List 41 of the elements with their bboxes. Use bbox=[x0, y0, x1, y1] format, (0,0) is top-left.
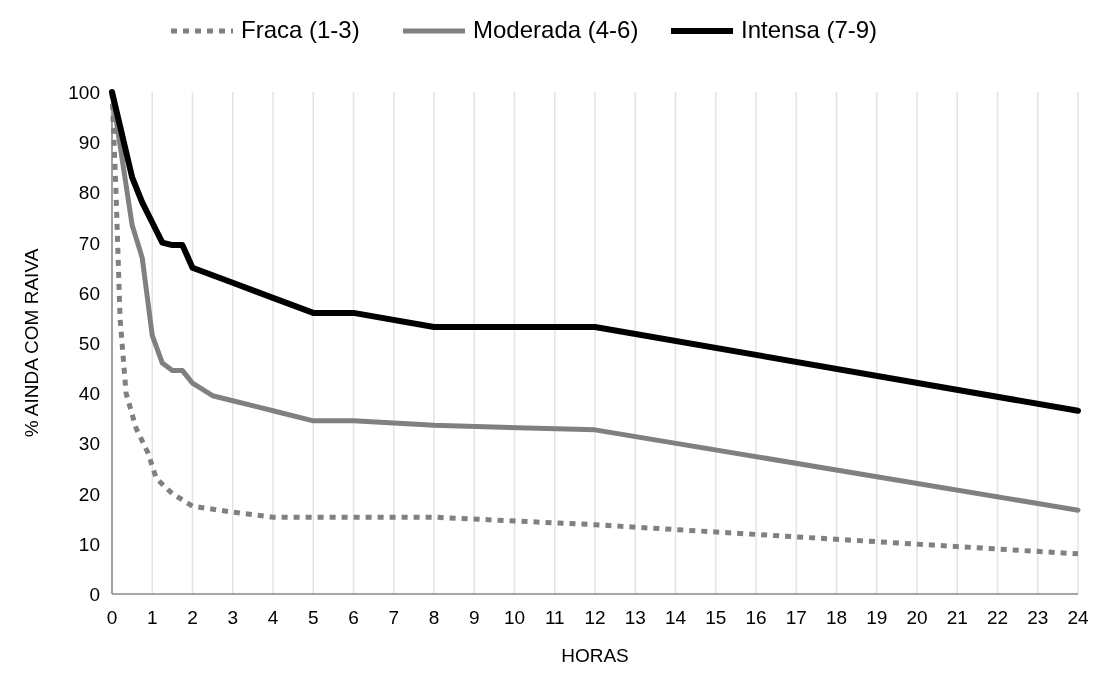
x-tick-label: 7 bbox=[388, 607, 400, 628]
y-tick-label: 80 bbox=[78, 182, 100, 204]
y-tick-label: 10 bbox=[78, 533, 100, 555]
x-tick-label: 8 bbox=[428, 607, 440, 628]
x-tick-label: 14 bbox=[664, 607, 687, 628]
x-tick-label: 0 bbox=[106, 607, 118, 628]
x-tick-label: 21 bbox=[946, 607, 968, 628]
x-tick-label: 23 bbox=[1027, 607, 1049, 628]
x-tick-label: 18 bbox=[825, 607, 848, 628]
x-tick-label: 1 bbox=[146, 607, 158, 628]
x-tick-label: 12 bbox=[584, 607, 606, 628]
x-tick-label: 11 bbox=[544, 607, 565, 628]
x-tick-label: 10 bbox=[503, 607, 526, 628]
x-tick-label: 13 bbox=[624, 607, 646, 628]
y-tick-label: 70 bbox=[78, 232, 100, 254]
y-tick-label: 60 bbox=[78, 282, 100, 304]
x-tick-label: 20 bbox=[906, 607, 928, 628]
x-tick-label: 3 bbox=[227, 607, 239, 628]
x-axis-title: HORAS bbox=[561, 645, 629, 666]
y-tick-label: 30 bbox=[78, 433, 100, 455]
legend-label: Moderada (4-6) bbox=[473, 16, 639, 43]
y-tick-label: 100 bbox=[68, 82, 100, 103]
x-tick-label: 4 bbox=[267, 607, 279, 628]
x-tick-label: 24 bbox=[1067, 607, 1089, 628]
y-tick-label: 0 bbox=[89, 584, 100, 605]
y-axis-title: % AINDA COM RAIVA bbox=[21, 248, 42, 438]
x-tick-label: 17 bbox=[785, 607, 807, 628]
y-tick-label: 50 bbox=[78, 333, 100, 354]
x-tick-label: 16 bbox=[745, 607, 767, 628]
y-tick-label: 90 bbox=[78, 132, 100, 154]
x-tick-label: 19 bbox=[866, 607, 888, 628]
x-tick-label: 2 bbox=[187, 607, 198, 628]
x-tick-label: 6 bbox=[348, 607, 359, 628]
x-tick-label: 5 bbox=[307, 607, 319, 628]
x-tick-label: 15 bbox=[705, 607, 727, 628]
y-tick-label: 20 bbox=[78, 483, 100, 505]
legend-label: Intensa (7-9) bbox=[741, 16, 878, 43]
y-tick-label: 40 bbox=[78, 383, 100, 405]
legend-label: Fraca (1-3) bbox=[241, 16, 360, 43]
x-tick-label: 22 bbox=[986, 607, 1009, 628]
x-tick-label: 9 bbox=[468, 607, 480, 628]
